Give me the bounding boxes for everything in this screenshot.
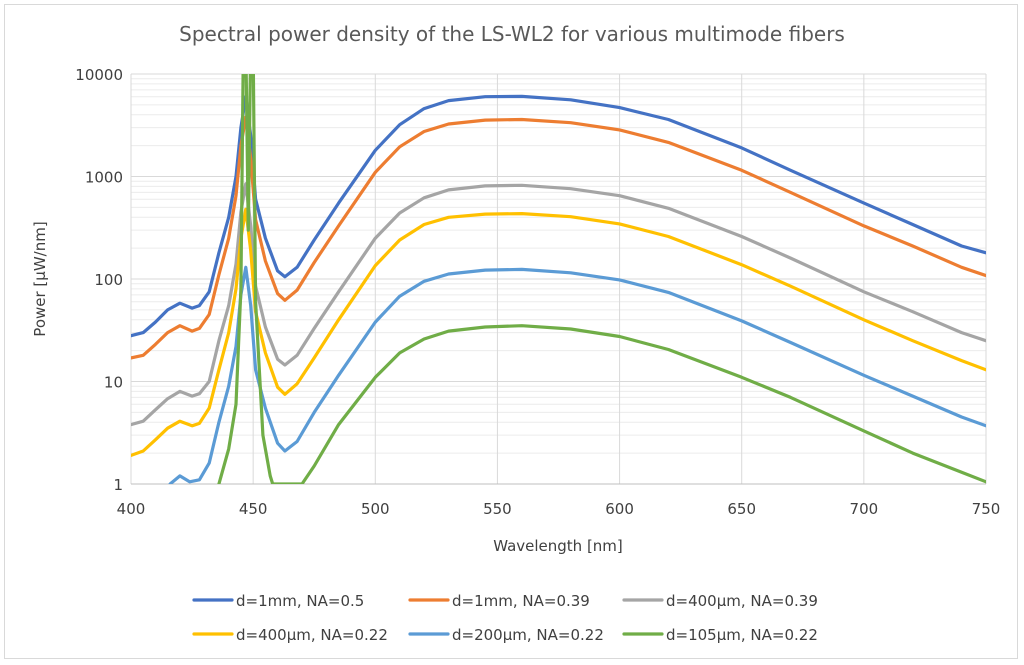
chart-frame — [4, 4, 1018, 659]
x-tick-label: 600 — [605, 500, 634, 518]
x-tick-label: 500 — [361, 500, 390, 518]
series-line-4 — [131, 207, 986, 457]
legend-label: d=200µm, NA=0.22 — [452, 626, 604, 644]
x-tick-label: 650 — [727, 500, 756, 518]
series-lines — [131, 74, 986, 484]
legend: d=1mm, NA=0.5 d=1mm, NA=0.39 d=400µm, NA=0… — [192, 592, 818, 644]
x-tick-label: 700 — [850, 500, 879, 518]
x-axis-label: Wavelength [nm] — [493, 537, 623, 555]
x-tick-label: 750 — [972, 500, 1001, 518]
y-tick-label: 10 — [104, 374, 123, 392]
legend-label: d=105µm, NA=0.22 — [666, 626, 818, 644]
grid — [130, 73, 987, 485]
x-tick-label: 550 — [483, 500, 512, 518]
series-line-5 — [168, 265, 986, 484]
series-line-2 — [131, 115, 986, 360]
series-line-6 — [217, 74, 986, 484]
series-line-3 — [131, 182, 986, 427]
legend-label: d=400µm, NA=0.39 — [666, 592, 818, 610]
x-tick-label: 400 — [117, 500, 146, 518]
y-tick-label: 1 — [113, 476, 123, 494]
y-tick-label: 100 — [94, 271, 123, 289]
chart-title: Spectral power density of the LS-WL2 for… — [179, 22, 845, 46]
x-tick-label: 450 — [239, 500, 268, 518]
legend-label: d=1mm, NA=0.39 — [452, 592, 590, 610]
y-axis-label: Power [µW/nm] — [31, 221, 49, 336]
y-tick-label: 1000 — [85, 169, 123, 187]
legend-label: d=1mm, NA=0.5 — [236, 592, 364, 610]
series-line-1 — [131, 94, 986, 338]
y-tick-label: 10000 — [75, 66, 123, 84]
legend-label: d=400µm, NA=0.22 — [236, 626, 388, 644]
